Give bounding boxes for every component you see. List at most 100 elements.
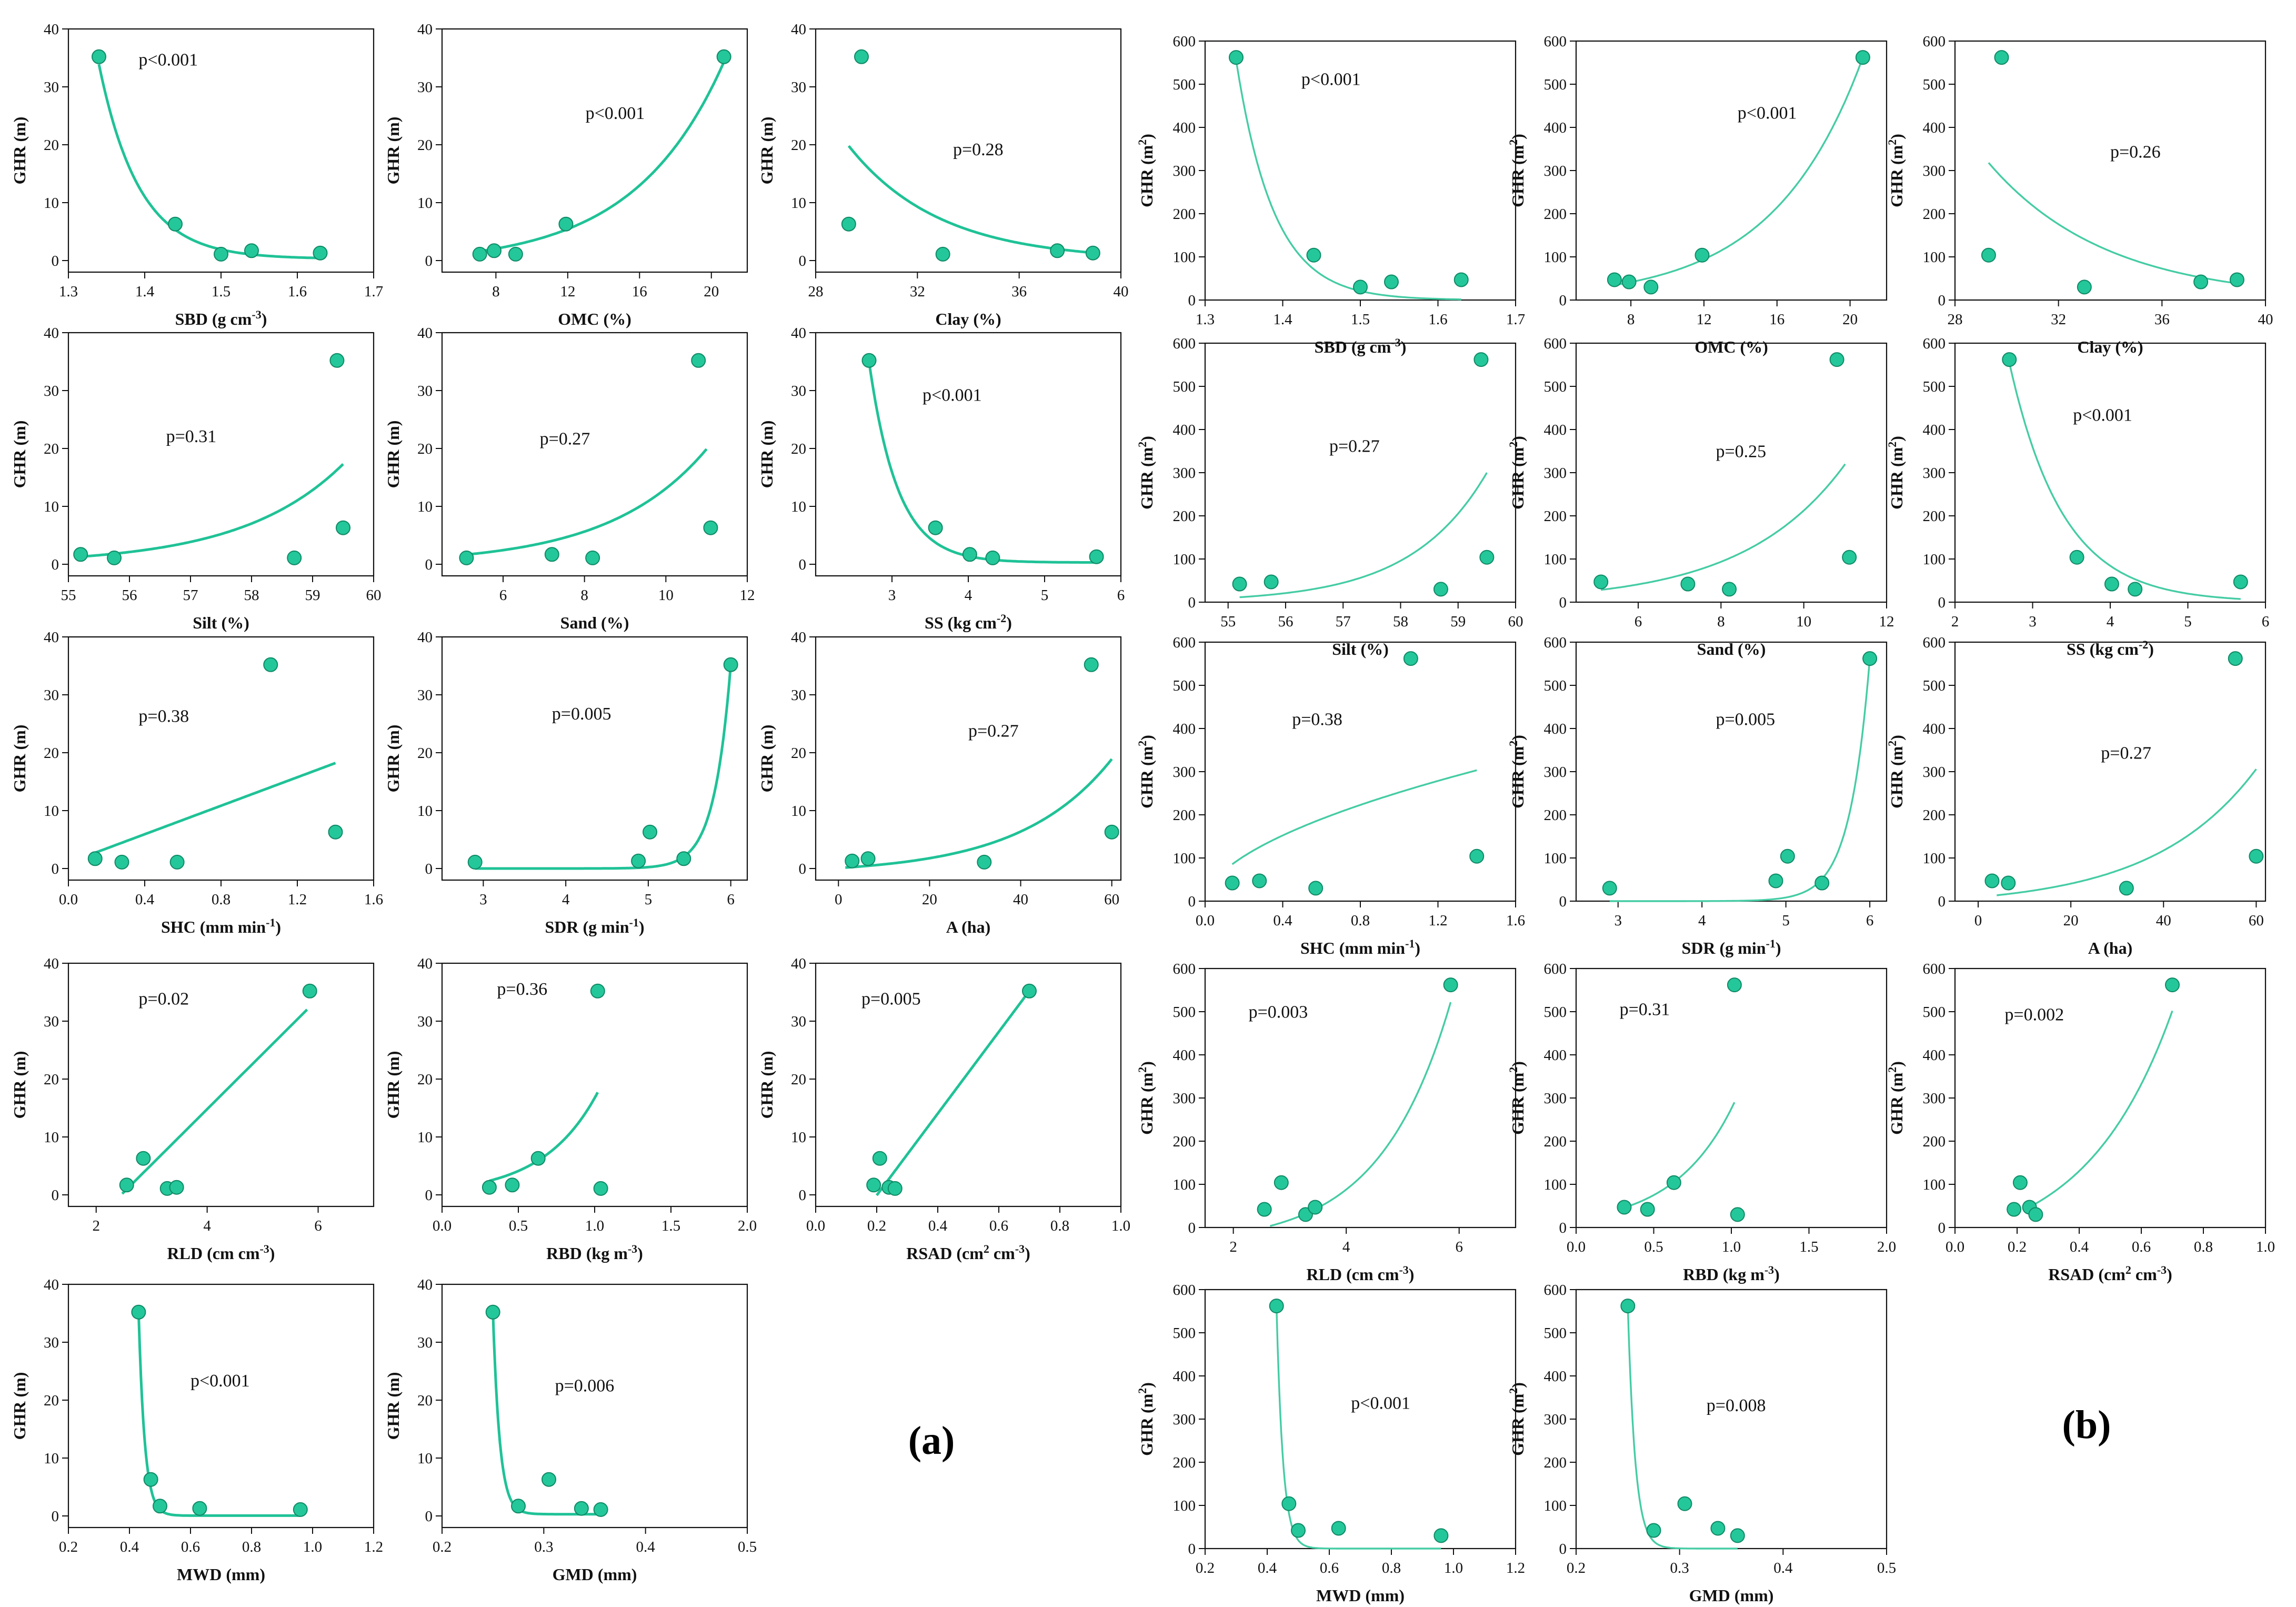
y-tick-label: 10 [791,498,806,515]
y-tick-label: 100 [1544,249,1567,266]
p-value-label: p=0.31 [166,427,217,446]
p-value-label: p=0.28 [953,140,1004,159]
y-axis-title: GHR (m2) [1886,735,1907,809]
y-tick-label: 200 [1173,1454,1196,1471]
y-tick-label: 200 [1173,807,1196,824]
data-point [1232,576,1247,592]
x-tick-label: 1.6 [1506,912,1525,929]
data-point [114,854,129,870]
fit-curve [1614,57,1864,286]
p-value-label: p<0.001 [923,385,982,405]
y-tick-label: 400 [1173,422,1196,438]
x-tick-label: 20 [922,891,937,908]
subplot-a-gmd: 0.2 0.3 0.4 0.5 0 10 20 30 40 GMD (mm) GHR (m) p=0.… [384,1276,757,1584]
x-tick-label: 1.5 [212,283,230,300]
x-tick-label: 2 [1951,613,1959,630]
data-point [854,49,869,64]
x-tick-label: 57 [1336,613,1351,630]
x-tick-label: 0.5 [1644,1239,1663,1255]
data-point [168,216,183,232]
y-axis-title: GHR (m) [757,725,776,793]
data-point [329,353,345,368]
x-tick-label: 1.2 [288,891,307,908]
y-tick-label: 300 [1923,1090,1946,1107]
data-point [1646,1523,1661,1538]
y-tick-label: 30 [44,383,59,400]
fit-curve [137,1313,300,1517]
fit-curve [2008,362,2241,600]
x-tick-label: 1.5 [1799,1239,1818,1255]
x-tick-label: 0.2 [59,1539,78,1555]
y-tick-label: 600 [1173,335,1196,352]
x-axis-title: RBD (kg m-3) [1683,1263,1780,1284]
data-point [1842,550,1857,565]
y-tick-label: 400 [1173,721,1196,737]
y-tick-label: 200 [1544,1454,1567,1471]
y-tick-label: 40 [417,21,433,38]
x-tick-label: 1.2 [1428,912,1447,929]
y-axis-title: GHR (m) [10,117,29,185]
y-tick-label: 600 [1173,961,1196,977]
y-tick-label: 40 [44,1276,59,1293]
y-axis-title: GHR (m2) [1136,735,1157,809]
x-axis-title: SHC (mm min-1) [161,916,281,937]
fit-curve [466,448,708,556]
p-value-label: p=0.006 [555,1376,615,1395]
y-tick-label: 300 [1544,465,1567,482]
data-point [136,1151,151,1166]
x-tick-label: 58 [244,587,259,604]
data-point [631,853,646,869]
y-tick-label: 0 [799,861,807,877]
subplot-b-rsad: 0.0 0.2 0.4 0.6 0.8 1.0 0 100 200 300 400 500 600 RSA… [1886,961,2275,1284]
x-axis-title: MWD (mm) [177,1565,265,1584]
y-tick-label: 500 [1923,677,1946,694]
x-tick-label: 0.2 [1567,1560,1586,1576]
plot-frame [815,332,1122,577]
y-tick-label: 200 [1923,807,1946,824]
y-tick-label: 0 [425,556,433,573]
y-tick-label: 0 [1188,594,1196,611]
y-tick-label: 40 [417,325,433,342]
data-point [1722,582,1737,597]
subplot-a-rsad: 0.0 0.2 0.4 0.6 0.8 1.0 0 10 20 30 40 RSAD (cm2 cm-… [757,955,1130,1263]
x-tick-label: 8 [492,283,500,300]
data-point [287,550,302,565]
data-point [1677,1496,1692,1511]
data-point [542,1472,556,1487]
data-point [467,854,483,870]
x-tick-label: 1.7 [1506,311,1525,328]
subplot-a-sand: 6 8 10 12 0 10 20 30 40 Sand (%) GHR (m) p=0.27 [384,325,755,632]
fit-curve [845,758,1113,869]
y-tick-label: 100 [1173,850,1196,867]
plot-frame [1954,40,2267,301]
data-point [1331,1521,1346,1536]
y-tick-label: 20 [417,745,433,762]
x-tick-label: 4 [965,587,972,604]
data-point [841,216,856,232]
fit-curve [1600,463,1846,591]
y-tick-label: 40 [791,21,806,38]
y-tick-label: 600 [1923,33,1946,50]
y-tick-label: 20 [44,441,59,457]
x-tick-label: 12 [1879,613,1894,630]
fit-curve [489,1092,599,1182]
data-point [2077,280,2092,295]
data-point [107,550,122,565]
data-point [1022,983,1037,999]
x-tick-label: 1.6 [1428,311,1447,328]
x-tick-label: 0.6 [989,1217,1008,1234]
data-point [1104,824,1119,840]
data-point [153,1499,167,1514]
x-tick-label: 3 [479,891,487,908]
y-tick-label: 0 [425,861,433,877]
x-tick-label: 0.0 [1567,1239,1586,1255]
plot-frame [1954,967,2267,1229]
data-point [1433,582,1448,597]
x-tick-label: 6 [1117,587,1125,604]
y-tick-label: 30 [417,687,433,704]
y-tick-label: 100 [1173,551,1196,568]
data-point [723,657,738,672]
plot-frame [1954,342,2267,603]
subplot-a-shc: 0.0 0.4 0.8 1.2 1.6 0 10 20 30 40 SHC (mm min-1) GH… [10,629,383,936]
y-tick-label: 30 [791,1013,806,1030]
